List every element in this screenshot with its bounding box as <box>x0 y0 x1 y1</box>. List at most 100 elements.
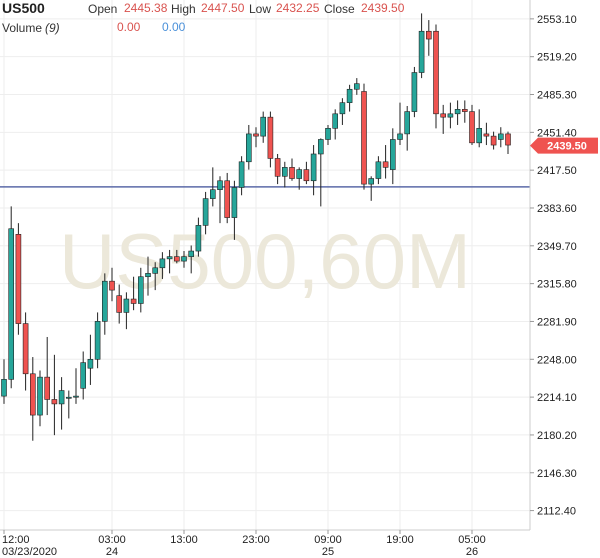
candle <box>138 267 144 313</box>
candle <box>339 98 346 125</box>
candle-body-down <box>224 180 230 218</box>
candle-body-up <box>181 256 187 262</box>
candle <box>425 20 432 56</box>
candle <box>418 13 425 79</box>
y-tick-label: 2349.70 <box>537 241 577 253</box>
candle <box>361 83 367 190</box>
y-tick-label: 2112.40 <box>537 506 576 518</box>
close-value: 2439.50 <box>361 1 405 15</box>
candle-body-up <box>346 88 353 103</box>
candle <box>181 251 187 268</box>
candle <box>15 223 22 335</box>
candle-body-up <box>404 111 411 135</box>
candle-body-up <box>80 362 86 389</box>
candle-body-down <box>483 133 490 137</box>
x-tick-label: 09:00 <box>314 534 342 546</box>
candle-body-up <box>317 139 324 155</box>
candle-body-up <box>195 225 202 252</box>
candle-body-down <box>253 133 259 137</box>
candle-body-down <box>130 298 137 304</box>
candle <box>102 273 108 335</box>
candle <box>346 84 353 112</box>
candle <box>303 161 310 185</box>
candle <box>210 167 216 207</box>
candle <box>116 284 122 324</box>
volume-period: (9) <box>45 21 60 35</box>
candle <box>37 370 43 427</box>
candle <box>166 249 173 274</box>
candle <box>483 122 490 146</box>
candle-body-up <box>166 256 173 260</box>
candle-body-up <box>296 169 303 179</box>
candle <box>260 111 267 143</box>
candle-body-down <box>274 158 281 177</box>
y-tick-label: 2383.60 <box>537 203 577 215</box>
candle <box>289 158 295 181</box>
candle-body-up <box>260 116 267 137</box>
candle-body-up <box>332 113 339 129</box>
candle <box>238 156 245 196</box>
candle-body-down <box>303 169 310 182</box>
y-axis-ticks: 2553.10 2519.20 2485.30 2451.40 2417.50 2383.… <box>530 14 577 518</box>
candle <box>8 206 14 389</box>
watermark: US500,60M <box>59 217 471 305</box>
candle <box>281 161 288 188</box>
candle <box>368 176 375 201</box>
candle-body-up <box>281 167 288 177</box>
candle <box>217 176 223 224</box>
candle <box>152 262 158 291</box>
volume-label: Volume <box>2 21 42 35</box>
candle <box>123 292 130 330</box>
volume-value-2: 0.00 <box>162 20 186 34</box>
close-label: Close <box>324 2 355 16</box>
candle-body-up <box>102 280 108 322</box>
candle <box>440 104 447 134</box>
candle-body-up <box>217 180 223 190</box>
candle <box>375 156 382 185</box>
candle <box>80 351 86 400</box>
candle-body-up <box>339 102 346 115</box>
candle <box>202 191 209 235</box>
candle-body-down <box>425 30 432 40</box>
candle-body-up <box>325 128 331 140</box>
candle-body-down <box>490 135 497 146</box>
candle <box>389 128 396 185</box>
candle-body-down <box>109 280 115 291</box>
candle-body-up <box>418 30 425 73</box>
candle-body-down <box>461 109 468 112</box>
candle-body-up <box>159 258 166 269</box>
high-value: 2447.50 <box>201 1 245 15</box>
candle-body-down <box>382 161 389 168</box>
candle <box>353 78 360 95</box>
candle-body-up <box>375 161 382 179</box>
symbol-label: US500 <box>2 0 45 16</box>
y-tick-label: 2146.30 <box>537 468 577 480</box>
candle-body-up <box>231 187 238 218</box>
x-tick-label: 05:00 <box>458 534 486 546</box>
candle <box>490 131 497 150</box>
candle-body-up <box>447 113 454 118</box>
volume-value-1: 0.00 <box>117 20 141 34</box>
candle-body-up <box>87 358 94 369</box>
candles <box>1 13 511 441</box>
candle-body-down <box>15 234 22 324</box>
candle <box>174 249 180 264</box>
candle <box>51 354 58 436</box>
last-price-tag: 2439.50 <box>530 137 598 154</box>
candle-body-up <box>246 133 252 163</box>
x-tick-sublabel: 25 <box>322 546 334 558</box>
candle <box>130 276 137 311</box>
x-tick-label: 13:00 <box>170 534 198 546</box>
candle-body-down <box>440 113 447 118</box>
candle <box>411 66 418 118</box>
candle <box>454 100 461 125</box>
candle-body-down <box>51 399 58 405</box>
candle-body-down <box>361 91 367 185</box>
candle <box>44 336 51 416</box>
candle <box>195 217 202 257</box>
candle-body-up <box>1 379 7 397</box>
candle <box>22 312 29 391</box>
x-tick-label: 12:00 <box>2 534 30 546</box>
candle <box>231 180 238 240</box>
